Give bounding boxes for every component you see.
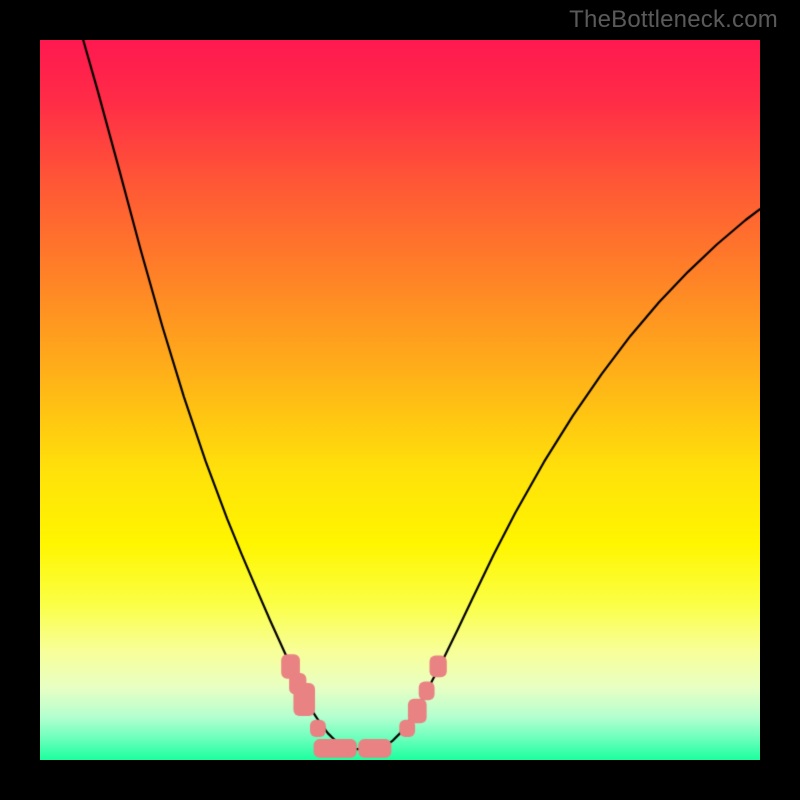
stage: TheBottleneck.com	[0, 0, 800, 800]
bottleneck-chart	[40, 40, 760, 760]
watermark-text: TheBottleneck.com	[569, 6, 778, 34]
curve-markers	[40, 40, 760, 760]
